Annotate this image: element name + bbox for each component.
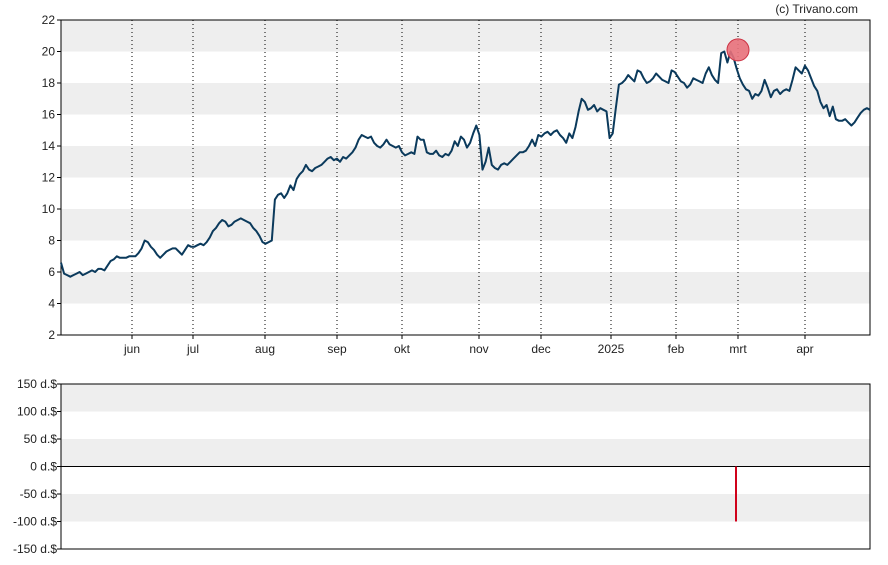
grid-band: [61, 209, 870, 241]
y-tick-label: 14: [42, 139, 56, 153]
y-tick-label: 10: [42, 202, 56, 216]
y-tick-label: 0 d.$: [30, 460, 57, 474]
y-tick-label: 16: [42, 108, 56, 122]
x-tick-label: apr: [796, 342, 813, 356]
y-tick-label: -50 d.$: [20, 487, 58, 501]
x-tick-label: nov: [469, 342, 488, 356]
grid-band: [61, 384, 870, 412]
y-tick-label: 4: [48, 297, 55, 311]
y-tick-label: 22: [42, 13, 56, 27]
y-tick-label: -150 d.$: [13, 542, 57, 556]
x-tick-label: aug: [255, 342, 275, 356]
x-tick-label: mrt: [729, 342, 747, 356]
y-tick-label: 50 d.$: [24, 432, 58, 446]
y-tick-label: 150 d.$: [17, 377, 57, 391]
y-tick-label: 6: [48, 265, 55, 279]
grid-band: [61, 272, 870, 304]
y-tick-label: 8: [48, 234, 55, 248]
y-tick-label: 18: [42, 76, 56, 90]
grid-band: [61, 83, 870, 115]
y-tick-label: 2: [48, 328, 55, 342]
y-tick-label: -100 d.$: [13, 515, 57, 529]
event-marker: [726, 38, 750, 62]
copyright-text: (c) Trivano.com: [775, 2, 858, 16]
price-line: [60, 50, 871, 278]
x-tick-label: jun: [123, 342, 140, 356]
grid-band: [61, 494, 870, 522]
plot-frame: [60, 19, 871, 336]
x-tick-label: okt: [394, 342, 411, 356]
x-tick-label: feb: [668, 342, 685, 356]
y-tick-label: 100 d.$: [17, 405, 57, 419]
grid-band: [61, 146, 870, 178]
plot-frame: [60, 383, 871, 550]
x-tick-label: dec: [531, 342, 550, 356]
x-tick-label: 2025: [598, 342, 625, 356]
grid-band: [61, 439, 870, 467]
price-chart-panel: jun jul aug sep okt nov dec 2025 feb mrt apr 2 4 6 8 10…: [42, 13, 871, 356]
y-tick-label: 20: [42, 45, 56, 59]
x-tick-label: sep: [327, 342, 347, 356]
x-tick-label: jul: [186, 342, 199, 356]
bar-chart-panel: 150 d.$ 100 d.$ 50 d.$ 0 d.$ -50 d.$ -100 d.$…: [13, 377, 871, 556]
y-tick-label: 12: [42, 171, 56, 185]
